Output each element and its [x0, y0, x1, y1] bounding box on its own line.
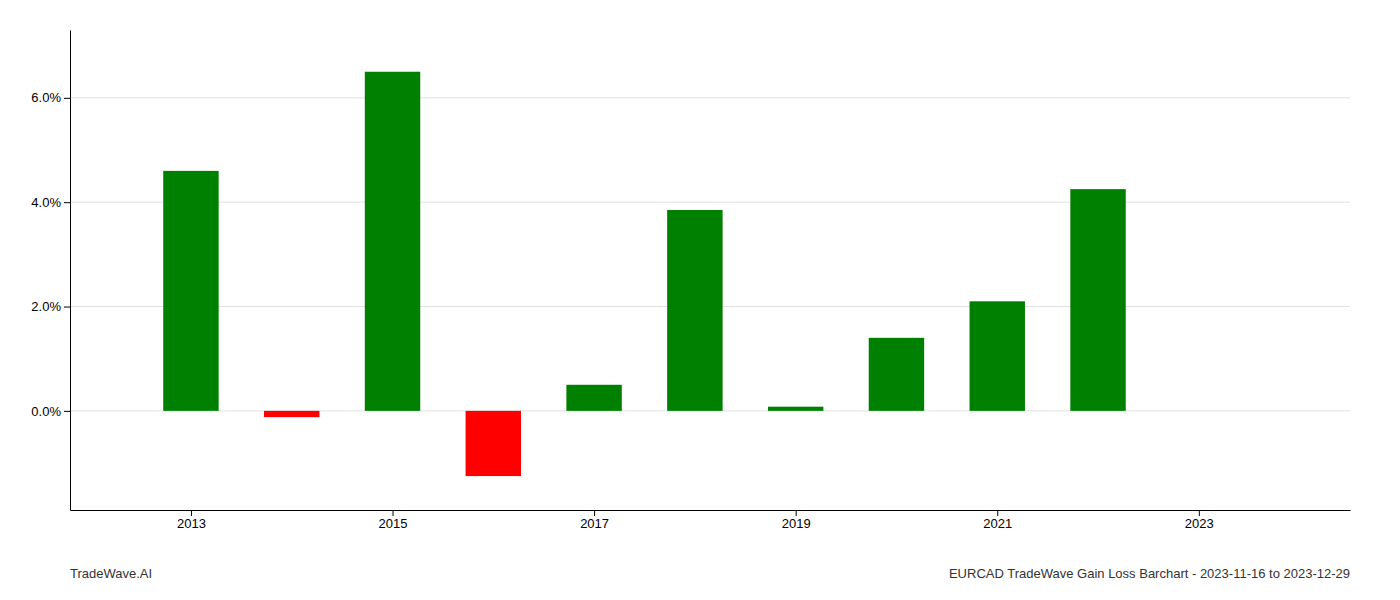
bar [264, 411, 319, 417]
grid [70, 98, 1350, 411]
y-tick-label: 6.0% [31, 90, 61, 105]
x-tick-label: 2019 [782, 516, 811, 531]
bar [768, 407, 823, 411]
x-tick-mark [393, 510, 394, 516]
x-tick-label: 2015 [379, 516, 408, 531]
bar [365, 72, 420, 411]
x-tick-mark [1199, 510, 1200, 516]
y-tick-mark [64, 202, 70, 203]
grid-line [70, 97, 1350, 98]
x-tick-label: 2013 [177, 516, 206, 531]
y-tick: 4.0% [31, 195, 70, 210]
y-tick: 6.0% [31, 90, 70, 105]
bar [869, 338, 924, 411]
footer-text: TradeWave.AI [70, 566, 152, 581]
x-tick: 2015 [379, 510, 408, 531]
bar [1171, 410, 1226, 411]
x-tick: 2019 [782, 510, 811, 531]
bar [466, 411, 521, 476]
bar [970, 301, 1025, 411]
y-tick-label: 4.0% [31, 195, 61, 210]
y-tick: 2.0% [31, 299, 70, 314]
x-tick: 2013 [177, 510, 206, 531]
y-axis: 0.0% 2.0% 4.0% 6.0% [31, 31, 70, 511]
bar [667, 210, 722, 411]
plot: 2013 2015 2017 2019 2021 2023 0.0% 2.0% 4.0% 6.0% [31, 31, 1350, 532]
x-tick-mark [997, 510, 998, 516]
x-axis-line [71, 510, 1351, 511]
y-tick-label: 2.0% [31, 299, 61, 314]
y-tick-mark [64, 411, 70, 412]
y-axis-line [70, 31, 71, 511]
x-tick: 2023 [1185, 510, 1214, 531]
footer: TradeWave.AI EURCAD TradeWave Gain Loss B… [70, 566, 1350, 581]
y-tick-label: 0.0% [31, 404, 61, 419]
x-tick: 2017 [580, 510, 609, 531]
footer-text: EURCAD TradeWave Gain Loss Barchart - 20… [949, 566, 1350, 581]
bar [1070, 189, 1125, 411]
x-tick-mark [191, 510, 192, 516]
x-axis: 2013 2015 2017 2019 2021 2023 [71, 510, 1351, 531]
chart: 2013 2015 2017 2019 2021 2023 0.0% 2.0% 4.0% 6.0%… [0, 0, 1400, 600]
bars [163, 72, 1126, 476]
x-tick-mark [594, 510, 595, 516]
y-tick: 0.0% [31, 404, 70, 419]
x-tick-label: 2021 [983, 516, 1012, 531]
y-tick-mark [64, 307, 70, 308]
x-tick-mark [796, 510, 797, 516]
bar [163, 171, 218, 411]
x-tick-label: 2023 [1185, 516, 1214, 531]
grid-line [70, 202, 1350, 203]
x-tick-label: 2017 [580, 516, 609, 531]
bar [566, 385, 621, 411]
y-tick-mark [64, 98, 70, 99]
x-tick: 2021 [983, 510, 1012, 531]
